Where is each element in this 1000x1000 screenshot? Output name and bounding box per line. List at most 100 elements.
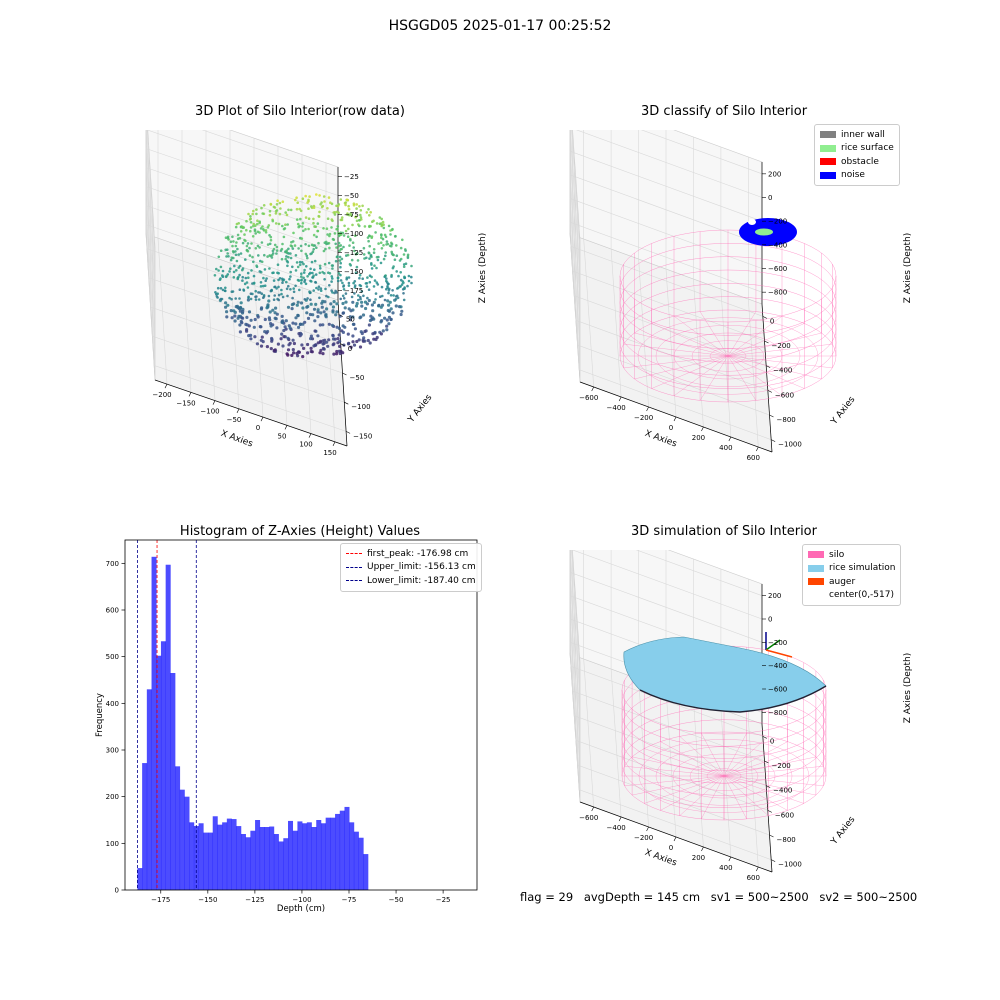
legend-label: silo <box>829 549 845 560</box>
raw-point <box>298 288 301 292</box>
sim-y-gridline <box>578 649 772 860</box>
raw-point <box>351 300 355 304</box>
raw-point <box>383 298 387 302</box>
raw-point <box>302 229 305 233</box>
raw-point <box>292 231 295 235</box>
sim-z-gridline <box>569 571 763 721</box>
cls-y-gridline <box>575 178 768 391</box>
raw-point <box>391 289 394 292</box>
raw-point <box>368 318 372 323</box>
raw-point <box>225 310 229 314</box>
raw-point <box>249 318 253 322</box>
raw-point <box>227 254 230 258</box>
sim-floor-ring <box>689 761 759 791</box>
raw-point <box>301 306 305 310</box>
cls-rice-surface-patch <box>755 228 773 236</box>
legend-label: inner wall <box>841 129 885 140</box>
raw-point <box>224 236 228 239</box>
raw-point <box>269 235 273 239</box>
raw-point <box>261 340 265 344</box>
histogram-bar <box>165 564 171 890</box>
sim-y-tick <box>766 785 771 788</box>
raw-point <box>291 321 295 325</box>
raw-point <box>261 284 265 288</box>
raw-point <box>359 213 362 217</box>
raw-point <box>336 225 340 228</box>
raw-x-tick <box>164 383 168 389</box>
raw-point <box>309 334 313 338</box>
raw-point <box>214 291 217 294</box>
raw-point <box>315 235 318 239</box>
raw-point <box>296 222 300 226</box>
raw-point <box>368 341 372 345</box>
raw-point <box>219 265 223 269</box>
histogram-bar <box>160 641 166 890</box>
raw-point <box>277 293 281 297</box>
legend-item-silo: silo <box>808 548 895 562</box>
raw-point <box>264 279 268 283</box>
raw-point <box>311 276 314 279</box>
raw-point <box>326 344 330 348</box>
raw-point <box>385 287 388 291</box>
legend-item-lower-limit: Lower_limit: -187.40 cm <box>346 574 476 588</box>
raw-point <box>321 352 325 356</box>
raw-point <box>337 333 341 337</box>
raw-point <box>391 311 395 315</box>
cls-x-tick-label: 200 <box>692 434 705 442</box>
raw-point <box>346 235 350 238</box>
sim-y-tick <box>762 736 767 739</box>
raw-point <box>272 271 275 275</box>
raw-point <box>262 276 265 280</box>
raw-point <box>352 204 356 207</box>
cls-y-tick <box>766 365 771 368</box>
raw-point <box>245 328 249 332</box>
raw-point <box>273 348 277 352</box>
raw-point <box>226 303 230 307</box>
raw-point <box>265 345 269 349</box>
raw-point <box>361 277 365 281</box>
raw-point <box>382 226 386 230</box>
raw-point <box>360 290 364 293</box>
raw-point <box>235 222 239 226</box>
raw-point <box>305 265 308 268</box>
raw-point <box>341 281 344 285</box>
legend-item-noise: noise <box>820 169 894 183</box>
raw-point <box>238 288 242 292</box>
histogram-x-tick-label: −175 <box>151 896 170 904</box>
raw-point <box>296 265 300 269</box>
raw-point <box>368 244 372 248</box>
raw-point <box>287 247 290 251</box>
raw-point <box>235 241 238 244</box>
raw-point <box>267 316 271 320</box>
raw-point <box>380 247 384 250</box>
raw-point <box>340 218 344 222</box>
histogram-x-tick-label: −150 <box>198 896 217 904</box>
histogram-bar <box>236 826 242 890</box>
raw-point <box>338 244 341 248</box>
raw-point <box>284 327 288 331</box>
raw-point <box>269 203 273 206</box>
raw-point <box>348 262 352 266</box>
raw-point <box>281 281 284 285</box>
raw-point <box>317 285 321 289</box>
sim-z-tick-label: 200 <box>768 592 781 600</box>
sim-y-tick-label: −1000 <box>778 861 802 869</box>
raw-point <box>368 257 371 260</box>
raw-point <box>275 203 279 206</box>
raw-point <box>274 306 278 310</box>
raw-point <box>354 215 357 219</box>
raw-x-tick <box>188 392 192 397</box>
raw-z-gridline <box>145 167 339 314</box>
histogram-x-tick-label: −75 <box>342 896 357 904</box>
raw-point <box>219 249 223 252</box>
raw-point <box>219 287 223 290</box>
raw-point <box>304 228 307 231</box>
raw-point <box>321 299 325 303</box>
raw-point <box>313 329 317 333</box>
raw-point <box>385 328 389 332</box>
histogram-bar <box>245 837 251 890</box>
raw-point <box>399 305 403 309</box>
raw-point <box>324 313 328 318</box>
raw-x-gridline <box>229 130 240 409</box>
cls-x-tick-label: −600 <box>579 394 598 402</box>
